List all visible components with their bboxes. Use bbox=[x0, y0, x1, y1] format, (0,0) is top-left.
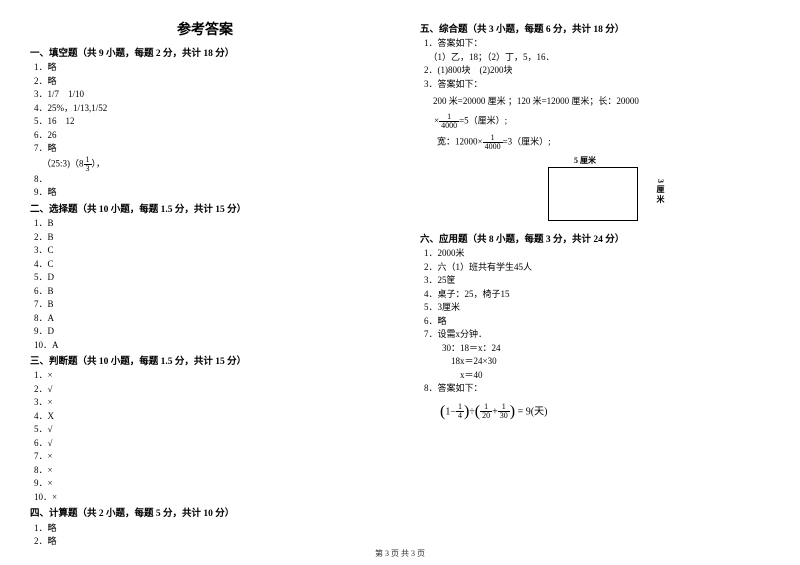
rect-label-top: 5 厘米 bbox=[574, 155, 596, 167]
section-2-head: 二、选择题（共 10 小题，每题 1.5 分，共计 15 分） bbox=[30, 203, 380, 217]
s5-item: 3．答案如下： bbox=[424, 78, 770, 92]
s6-item: 1．2000米 bbox=[424, 247, 770, 261]
s6-formula: (1−14)÷(120+130) = 9(天) bbox=[440, 400, 770, 424]
s1-8-label: 8． bbox=[34, 173, 380, 187]
s1-item-8: （25:3)（813）， bbox=[42, 156, 380, 173]
s1-item: 2．略 bbox=[34, 75, 380, 89]
s6-item: 6．略 bbox=[424, 315, 770, 329]
s2-item: 7．B bbox=[34, 298, 380, 312]
s6-item: 4．桌子：25，椅子15 bbox=[424, 288, 770, 302]
s6-item: 2．六（1）班共有学生45人 bbox=[424, 261, 770, 275]
s3-item: 6．√ bbox=[34, 437, 380, 451]
s2-item: 5．D bbox=[34, 271, 380, 285]
s2-item: 1．B bbox=[34, 217, 380, 231]
s3-item: 4．X bbox=[34, 410, 380, 424]
s3-item: 8．× bbox=[34, 464, 380, 478]
s3-item: 10．× bbox=[34, 491, 380, 505]
s5-item: 2．(1)800块 (2)200块 bbox=[424, 64, 770, 78]
rect-box bbox=[548, 167, 638, 221]
s3-item: 5．√ bbox=[34, 423, 380, 437]
s6-item: 8．答案如下： bbox=[424, 382, 770, 396]
s6-item: 7．设需x分钟． bbox=[424, 328, 770, 342]
s3-item: 9．× bbox=[34, 477, 380, 491]
formula-result: = 9(天) bbox=[518, 406, 548, 417]
s2-item: 6．B bbox=[34, 285, 380, 299]
s3-item: 1．× bbox=[34, 369, 380, 383]
s2-item: 8．A bbox=[34, 312, 380, 326]
s6-item: 18x＝24×30 bbox=[424, 355, 770, 369]
fraction: 14000 bbox=[483, 134, 503, 151]
right-column: 五、综合题（共 3 小题，每题 6 分，共计 18 分） 1．答案如下： （1）… bbox=[420, 20, 770, 549]
page-content: 参考答案 一、填空题（共 9 小题，每题 2 分，共计 18 分） 1．略 2．… bbox=[0, 0, 800, 559]
s1-item: 9．略 bbox=[34, 186, 380, 200]
s5-item: 1．答案如下： bbox=[424, 37, 770, 51]
s3-item: 3．× bbox=[34, 396, 380, 410]
section-5-head: 五、综合题（共 3 小题，每题 6 分，共计 18 分） bbox=[420, 23, 770, 37]
rectangle-diagram: 5 厘米 3 厘 米 bbox=[530, 157, 650, 227]
s3-item: 7．× bbox=[34, 450, 380, 464]
fraction: 130 bbox=[498, 403, 510, 420]
section-3-head: 三、判断题（共 10 小题，每题 1.5 分，共计 15 分） bbox=[30, 355, 380, 369]
s5-frac-line-1: ×14000=5（厘米）; bbox=[434, 113, 770, 130]
s1-item: 7．略 bbox=[34, 142, 380, 156]
rect-label-right: 3 厘 米 bbox=[654, 179, 666, 203]
section-1-head: 一、填空题（共 9 小题，每题 2 分，共计 18 分） bbox=[30, 47, 380, 61]
s2-item: 9．D bbox=[34, 325, 380, 339]
section-6-head: 六、应用题（共 8 小题，每题 3 分，共计 24 分） bbox=[420, 233, 770, 247]
paren-open: ( bbox=[440, 403, 445, 420]
fraction: 14000 bbox=[439, 113, 459, 130]
page-footer: 第 3 页 共 3 页 bbox=[0, 548, 800, 559]
s4-item: 1．略 bbox=[34, 522, 380, 536]
s1-8-prefix: （25:3)（8 bbox=[42, 158, 84, 168]
s2-item: 4．C bbox=[34, 258, 380, 272]
s1-item: 3．1/7 1/10 bbox=[34, 88, 380, 102]
s6-item: 30：18＝x：24 bbox=[424, 342, 770, 356]
s5-item: （1）乙，18；（2）丁，5，16． bbox=[424, 51, 770, 65]
fraction: 13 bbox=[84, 156, 92, 173]
line-b-pre: 宽：12000× bbox=[428, 136, 483, 146]
s1-item: 4．25%，1/13,1/52 bbox=[34, 102, 380, 116]
left-column: 参考答案 一、填空题（共 9 小题，每题 2 分，共计 18 分） 1．略 2．… bbox=[30, 20, 380, 549]
frac1-after: =5（厘米）; bbox=[459, 115, 507, 125]
s1-item: 6．26 bbox=[34, 129, 380, 143]
s1-8-suffix: ）， bbox=[92, 158, 106, 168]
s1-item: 5．16 12 bbox=[34, 115, 380, 129]
s1-item: 1．略 bbox=[34, 61, 380, 75]
s2-item: 10．A bbox=[34, 339, 380, 353]
answer-title: 参考答案 bbox=[30, 20, 380, 41]
s4-item: 2．略 bbox=[34, 535, 380, 549]
paren-close: ) bbox=[464, 403, 469, 420]
s2-item: 3．C bbox=[34, 244, 380, 258]
s5-frac-line-2: 宽：12000×14000=3（厘米）; bbox=[428, 134, 770, 151]
s6-item: x＝40 bbox=[424, 369, 770, 383]
paren-close: ) bbox=[510, 403, 515, 420]
s6-item: 3．25筐 bbox=[424, 274, 770, 288]
section-4-head: 四、计算题（共 2 小题，每题 5 分，共计 10 分） bbox=[30, 507, 380, 521]
frac2-after: =3（厘米）; bbox=[503, 136, 551, 146]
fraction: 120 bbox=[480, 403, 492, 420]
s3-item: 2．√ bbox=[34, 383, 380, 397]
fraction: 14 bbox=[456, 403, 464, 420]
s6-item: 5．3厘米 bbox=[424, 301, 770, 315]
s5-line-a: 200 米=20000 厘米 ；120 米=12000 厘米；长：20000 bbox=[424, 95, 770, 109]
s2-item: 2．B bbox=[34, 231, 380, 245]
